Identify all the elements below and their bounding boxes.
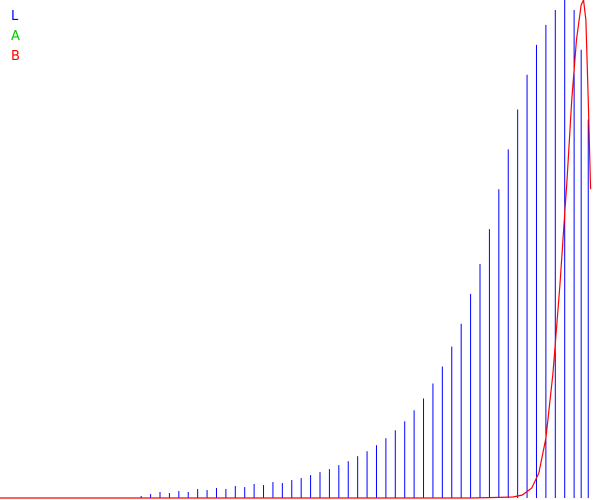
legend: L A B <box>11 7 20 67</box>
legend-item-a: A <box>11 29 20 44</box>
series-l-comb <box>140 0 589 498</box>
legend-item-l: L <box>11 9 19 24</box>
legend-item-b: B <box>11 49 20 64</box>
